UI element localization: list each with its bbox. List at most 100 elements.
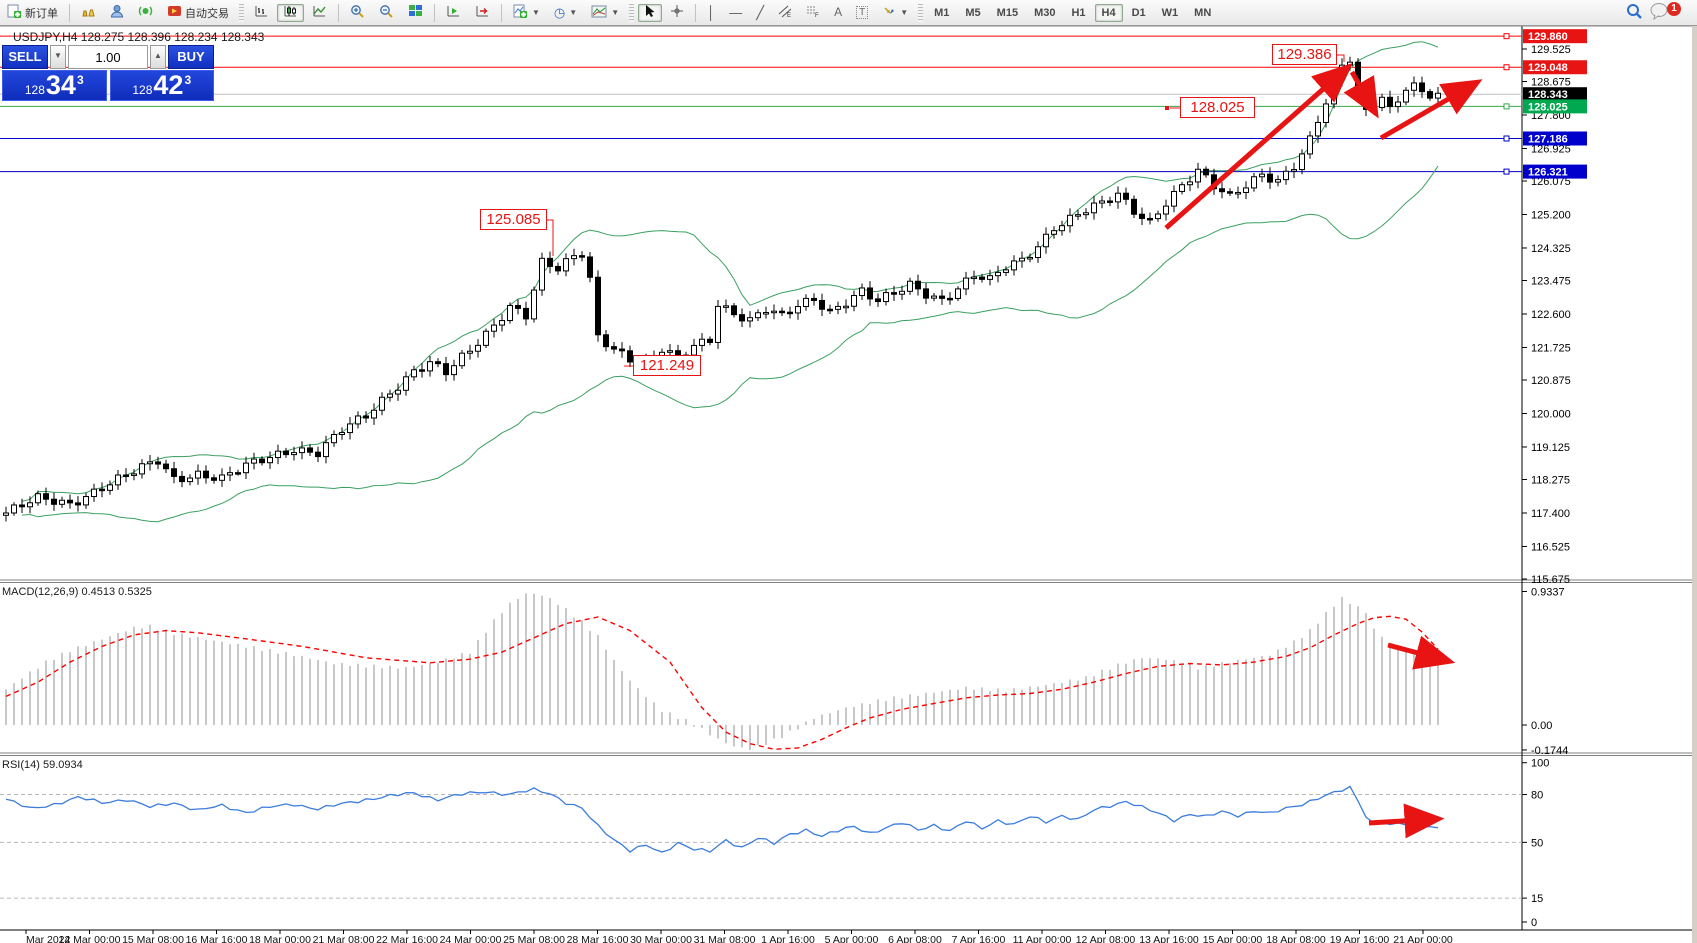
svg-text:80: 80 (1531, 790, 1543, 802)
volume-increase-button[interactable]: ▲ (150, 45, 166, 69)
chart-shift-button[interactable] (469, 4, 496, 22)
candlestick-chart-button[interactable] (277, 3, 304, 22)
line-chart-button[interactable] (306, 4, 333, 22)
svg-text:128.343: 128.343 (1528, 89, 1568, 101)
text-label-tool[interactable]: T (850, 4, 874, 22)
timeframe-h1[interactable]: H1 (1071, 6, 1086, 19)
autotrade-button[interactable]: 自动交易 (161, 4, 235, 22)
notification-badge[interactable]: 1 (1667, 1, 1681, 16)
text-icon: A (834, 5, 843, 19)
timeframe-m15[interactable]: M15 (996, 6, 1019, 19)
zoom-in-icon (350, 4, 365, 22)
timeframe-d1[interactable]: D1 (1131, 6, 1146, 19)
separator (695, 3, 697, 22)
drawn-arrows[interactable] (545, 54, 1483, 839)
chart-canvas[interactable]: 129.525128.675127.800126.925126.075125.2… (0, 26, 1697, 943)
fibonacci-icon: F (806, 5, 820, 21)
svg-text:100: 100 (1531, 758, 1549, 770)
arrows-tool[interactable]: ▼ (876, 4, 914, 22)
text-label-icon: T (856, 6, 869, 19)
svg-text:116.525: 116.525 (1531, 541, 1570, 553)
toolbar: 新订单 自动交易 (0, 0, 1697, 26)
svg-text:1 Apr 16:00: 1 Apr 16:00 (761, 934, 815, 943)
svg-text:126.321: 126.321 (1528, 167, 1568, 179)
svg-text:12 Apr 08:00: 12 Apr 08:00 (1076, 934, 1136, 943)
svg-text:28 Mar 16:00: 28 Mar 16:00 (567, 934, 629, 943)
new-order-label: 新订单 (25, 7, 58, 20)
svg-text:128.675: 128.675 (1531, 77, 1571, 89)
new-order-button[interactable]: 新订单 (1, 4, 64, 22)
buy-button[interactable]: BUY (168, 45, 214, 69)
svg-text:129.048: 129.048 (1528, 62, 1568, 74)
axes: 129.525128.675127.800126.925126.075125.2… (25, 29, 1587, 943)
svg-text:121.725: 121.725 (1531, 342, 1571, 354)
svg-text:11 Apr 00:00: 11 Apr 00:00 (1013, 934, 1072, 943)
separator (338, 3, 339, 22)
timeframe-m30[interactable]: M30 (1034, 6, 1056, 19)
zoom-out-icon (379, 4, 394, 22)
zoom-out-button[interactable] (373, 4, 400, 22)
sell-price-main: 34 (45, 70, 76, 100)
separator (434, 3, 435, 22)
text-tool[interactable]: A (828, 4, 848, 22)
svg-text:119.125: 119.125 (1531, 442, 1570, 454)
signals-button[interactable] (132, 4, 159, 22)
svg-text:15 Apr 00:00: 15 Apr 00:00 (1203, 934, 1263, 943)
price-annotation-129.386[interactable]: 129.386 (1272, 44, 1337, 65)
price-annotation-128.025[interactable]: 128.025 (1180, 97, 1255, 118)
crosshair-tool-button[interactable] (664, 4, 690, 22)
trendline-tool[interactable]: ╱ (750, 4, 770, 22)
chart-title: USDJPY,H4 128.275 128.396 128.234 128.34… (13, 30, 265, 44)
svg-text:18 Apr 08:00: 18 Apr 08:00 (1266, 934, 1326, 943)
templates-button[interactable]: ▼ (585, 4, 625, 22)
chat-icon[interactable] (1649, 2, 1669, 23)
market-watch-button[interactable] (75, 4, 102, 22)
vertical-line-tool[interactable]: │ (701, 4, 721, 22)
buy-price-button[interactable]: 128 42 3 (109, 70, 214, 101)
timeframe-h4[interactable]: H4 (1094, 3, 1123, 22)
arrows-icon (882, 5, 896, 21)
sell-price-button[interactable]: 128 34 3 (2, 70, 107, 101)
svg-text:127.186: 127.186 (1528, 133, 1568, 145)
svg-text:18 Mar 00:00: 18 Mar 00:00 (249, 934, 311, 943)
search-icon[interactable] (1626, 3, 1643, 23)
channel-icon: E (778, 5, 792, 21)
sell-button[interactable]: SELL (2, 45, 48, 69)
autotrade-icon (167, 4, 182, 21)
svg-text:0: 0 (1531, 917, 1537, 929)
cursor-tool-button[interactable] (638, 3, 663, 22)
line-chart-icon (312, 4, 327, 21)
timeframe-m1[interactable]: M1 (934, 6, 950, 19)
profile-button[interactable] (104, 4, 130, 22)
svg-text:124.325: 124.325 (1531, 243, 1571, 255)
timeframe-group: M1 M5 M15 M30 H1 H4 D1 W1 MN (926, 3, 1219, 22)
svg-text:120.875: 120.875 (1531, 375, 1571, 387)
timeframe-m5[interactable]: M5 (965, 6, 981, 19)
new-order-icon (7, 4, 22, 22)
vertical-line-icon: │ (707, 5, 716, 20)
timeframe-w1[interactable]: W1 (1161, 6, 1179, 19)
svg-text:24 Mar 00:00: 24 Mar 00:00 (440, 934, 502, 943)
periods-button[interactable]: ◷ ▼ (548, 4, 583, 22)
svg-text:50: 50 (1531, 837, 1543, 849)
volume-decrease-button[interactable]: ▼ (50, 45, 66, 69)
svg-text:125.200: 125.200 (1531, 209, 1571, 221)
fibonacci-tool[interactable]: F (800, 4, 826, 22)
price-annotation-121.249[interactable]: 121.249 (633, 355, 701, 376)
zoom-in-button[interactable] (344, 4, 371, 22)
price-annotation-125.085[interactable]: 125.085 (480, 209, 547, 230)
bar-chart-button[interactable] (248, 4, 275, 22)
autotrade-label: 自动交易 (185, 7, 229, 20)
svg-text:21 Mar 08:00: 21 Mar 08:00 (313, 934, 375, 943)
timeframe-mn[interactable]: MN (1194, 6, 1212, 19)
horizontal-line-tool[interactable]: — (723, 4, 748, 22)
indicators-button[interactable]: ▼ (507, 4, 546, 22)
channel-tool[interactable]: E (772, 4, 798, 22)
volume-input[interactable] (68, 45, 148, 69)
svg-text:15: 15 (1531, 893, 1543, 905)
auto-scroll-button[interactable] (440, 4, 467, 22)
svg-text:126.925: 126.925 (1531, 143, 1571, 155)
tile-windows-button[interactable] (402, 4, 429, 22)
crosshair-icon (670, 4, 684, 21)
